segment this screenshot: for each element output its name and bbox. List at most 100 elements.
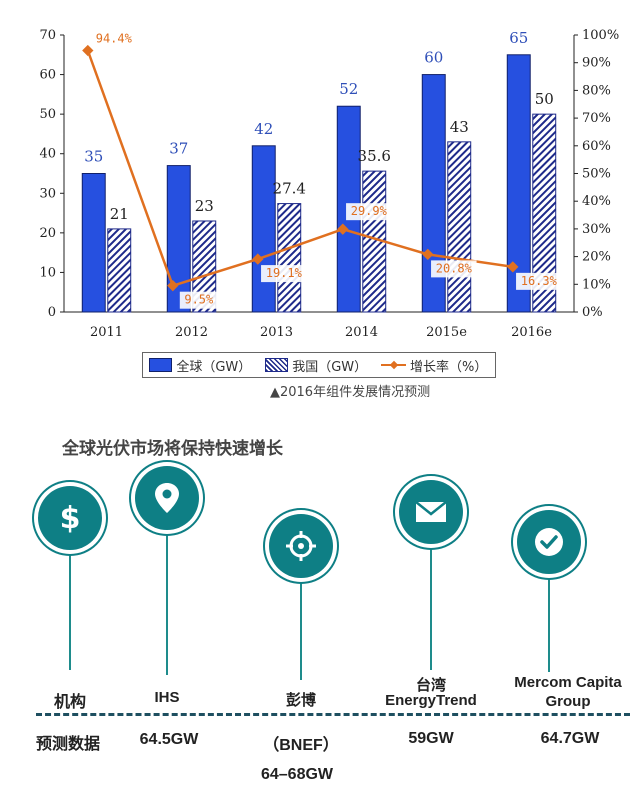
bar-label-china: 21 <box>110 205 129 223</box>
legend-label-global: 全球（GW） <box>176 359 252 375</box>
x-tick-label: 2015e <box>426 325 467 340</box>
institution-name-line1: Mercom Capita <box>514 674 622 691</box>
growth-rate-line <box>86 50 513 288</box>
y2-tick-label: 20% <box>582 250 611 265</box>
chart-caption: ▲2016年组件发展情况预测 <box>270 385 431 400</box>
y2-tick-label: 10% <box>582 277 611 292</box>
x-tick-label: 2013 <box>260 325 293 340</box>
bar-global <box>81 173 106 313</box>
growth-rate-label-bg <box>346 203 392 221</box>
bar-label-china: 23 <box>195 197 214 215</box>
growth-rate-label-bg <box>431 260 477 278</box>
y-tick-label: 60 <box>39 68 56 83</box>
dashed-divider <box>36 713 630 716</box>
bar-label-china: 27.4 <box>273 180 306 198</box>
location-pin-icon <box>135 466 199 530</box>
forecast-value: 64–68GW <box>260 766 334 783</box>
institution-name: 彭博 <box>285 692 316 709</box>
growth-rate-point <box>167 280 179 292</box>
growth-rate-point <box>507 261 519 273</box>
forecast-value: 64.5GW <box>139 731 199 748</box>
check-glyph <box>535 528 563 556</box>
legend-label-rate: 增长率（%） <box>410 359 488 375</box>
growth-rate-label: 29.9% <box>351 204 388 218</box>
target-glyph <box>286 531 316 561</box>
y-tick-label: 70 <box>39 28 56 43</box>
y2-tick-label: 80% <box>582 83 611 98</box>
forecast-value: 64.7GW <box>540 730 600 747</box>
growth-rate-label-bg <box>91 30 137 48</box>
bar-china <box>192 220 217 313</box>
dollar-icon: $ <box>38 486 102 550</box>
envelope-glyph <box>415 501 447 522</box>
location-pin-glyph <box>155 483 179 513</box>
legend-swatch-global <box>149 358 173 372</box>
legend-item-global: 全球（GW） <box>149 356 252 375</box>
growth-rate-label-bg <box>179 291 218 309</box>
bar-global <box>251 145 276 313</box>
bar-label-global: 42 <box>254 120 273 138</box>
bar-label-china: 35.6 <box>358 147 391 165</box>
y2-tick-label: 70% <box>582 111 611 126</box>
target-icon <box>269 514 333 578</box>
y-tick-label: 20 <box>39 226 56 241</box>
y-tick-label: 10 <box>39 265 56 280</box>
bar-label-global: 65 <box>509 29 528 47</box>
institution-name-line2: Group <box>545 693 591 710</box>
growth-rate-label: 9.5% <box>184 293 214 307</box>
legend-label-china: 我国（GW） <box>292 359 368 375</box>
forecast-value-prefix: （BNEF） <box>263 737 339 754</box>
row-label-data: 预测数据 <box>36 736 101 753</box>
y2-tick-label: 50% <box>582 167 611 182</box>
stem-line <box>300 560 302 680</box>
stem-line <box>548 560 550 672</box>
y2-tick-label: 100% <box>582 28 619 43</box>
section-title: 全球光伏市场将保持快速增长 <box>62 439 283 459</box>
y2-tick-label: 60% <box>582 139 611 154</box>
institution-name-line1: 台湾 <box>415 677 446 694</box>
bar-china <box>107 228 132 313</box>
legend-swatch-rate <box>380 359 407 371</box>
x-tick-label: 2011 <box>90 325 123 340</box>
legend-swatch-china <box>264 358 289 372</box>
bar-label-global: 37 <box>169 140 188 158</box>
bar-label-global: 60 <box>424 49 443 67</box>
legend-item-rate: 增长率（%） <box>380 356 488 375</box>
growth-rate-label-bg <box>261 265 307 283</box>
x-tick-label: 2012 <box>175 325 208 340</box>
check-icon <box>517 510 581 574</box>
bar-global <box>166 165 191 313</box>
growth-rate-label: 20.8% <box>436 261 473 275</box>
y2-tick-label: 40% <box>582 194 611 209</box>
stem-line <box>166 505 168 675</box>
growth-rate-label: 19.1% <box>266 266 303 280</box>
stem-line <box>430 520 432 670</box>
growth-rate-label-bg <box>516 272 562 290</box>
bar-china <box>447 141 472 313</box>
growth-rate-label: 94.4% <box>96 32 133 46</box>
bar-label-china: 50 <box>535 90 554 108</box>
bar-china <box>277 203 302 313</box>
y2-tick-label: 90% <box>582 56 611 71</box>
bar-line-chart: 0 10 20 30 40 50 60 70 0% 10% 20% 30% 40% 50% 60% 70% 80… <box>39 28 619 340</box>
growth-rate-label: 16.3% <box>521 274 558 288</box>
bar-label-global: 35 <box>84 148 103 166</box>
bar-label-china: 43 <box>450 118 469 136</box>
y2-tick-label: 30% <box>582 222 611 237</box>
x-tick-label: 2016e <box>511 325 552 340</box>
institution-name-line2: EnergyTrend <box>385 692 477 709</box>
x-tick-label: 2014 <box>345 325 378 340</box>
chart-legend: 全球（GW） 我国（GW） 增长率（%） <box>142 352 496 378</box>
stem-line <box>69 520 71 670</box>
growth-rate-point <box>82 44 94 57</box>
growth-rate-point <box>422 248 434 261</box>
bar-label-global: 52 <box>339 80 358 98</box>
row-label-institution: 机构 <box>54 694 87 711</box>
y-tick-label: 30 <box>39 186 56 201</box>
y2-tick-label: 0% <box>582 305 603 320</box>
forecast-value: 59GW <box>408 730 454 747</box>
bar-global <box>506 54 531 313</box>
institution-name: IHS <box>154 689 180 706</box>
growth-rate-point <box>337 223 349 235</box>
y-tick-label: 0 <box>48 305 56 320</box>
